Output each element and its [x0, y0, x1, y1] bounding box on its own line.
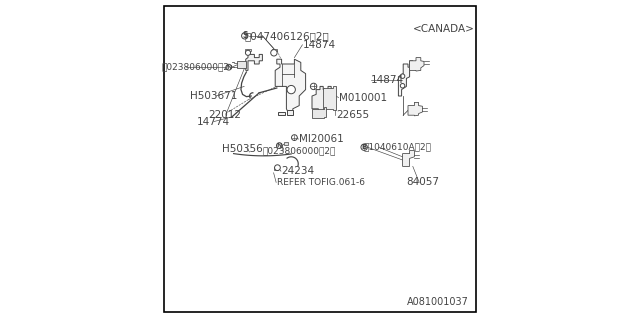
Text: 14874: 14874 [371, 75, 404, 85]
Text: H503671: H503671 [191, 91, 238, 101]
Polygon shape [287, 110, 292, 115]
Polygon shape [410, 58, 424, 71]
Polygon shape [398, 61, 413, 96]
Text: N: N [276, 143, 282, 148]
Text: <CANADA>: <CANADA> [413, 24, 475, 34]
Circle shape [310, 83, 317, 90]
Text: B: B [362, 144, 367, 150]
Circle shape [246, 50, 251, 55]
Polygon shape [246, 54, 262, 70]
Polygon shape [284, 142, 288, 145]
Text: ⑂1040610A（2）: ⑂1040610A（2） [364, 143, 431, 152]
Text: 84057: 84057 [406, 177, 440, 188]
Polygon shape [275, 59, 306, 115]
Text: 14774: 14774 [197, 116, 230, 127]
Text: A081001037: A081001037 [407, 297, 468, 307]
Text: S: S [242, 31, 248, 40]
Text: Ⓢ047406126（2）: Ⓢ047406126（2） [245, 31, 330, 41]
Circle shape [226, 64, 232, 70]
Text: 22012: 22012 [208, 110, 241, 120]
Text: REFER TOFIG.061-6: REFER TOFIG.061-6 [277, 178, 365, 187]
Polygon shape [312, 86, 334, 112]
Circle shape [242, 33, 248, 39]
Circle shape [287, 85, 296, 94]
Text: MI20061: MI20061 [300, 134, 344, 144]
Polygon shape [408, 102, 422, 116]
Circle shape [401, 84, 405, 88]
Polygon shape [312, 107, 326, 118]
Circle shape [271, 50, 277, 56]
Text: 24234: 24234 [282, 166, 315, 176]
Circle shape [361, 144, 367, 150]
Text: H50356: H50356 [223, 144, 263, 154]
Circle shape [275, 165, 280, 171]
Polygon shape [323, 86, 336, 110]
Polygon shape [272, 49, 277, 51]
Polygon shape [237, 61, 246, 68]
Polygon shape [403, 150, 415, 166]
Text: 14874: 14874 [302, 40, 335, 50]
Text: M010001: M010001 [339, 92, 387, 103]
Text: N: N [226, 65, 232, 70]
Text: ⓝ023806000（2）: ⓝ023806000（2） [262, 146, 336, 155]
Polygon shape [245, 49, 251, 51]
Circle shape [292, 135, 297, 140]
Polygon shape [278, 112, 285, 115]
Text: ⓝ023806000（2: ⓝ023806000（2 [161, 63, 230, 72]
Polygon shape [274, 167, 278, 170]
Circle shape [276, 143, 282, 148]
Circle shape [401, 74, 405, 78]
Text: 22655: 22655 [336, 110, 369, 120]
